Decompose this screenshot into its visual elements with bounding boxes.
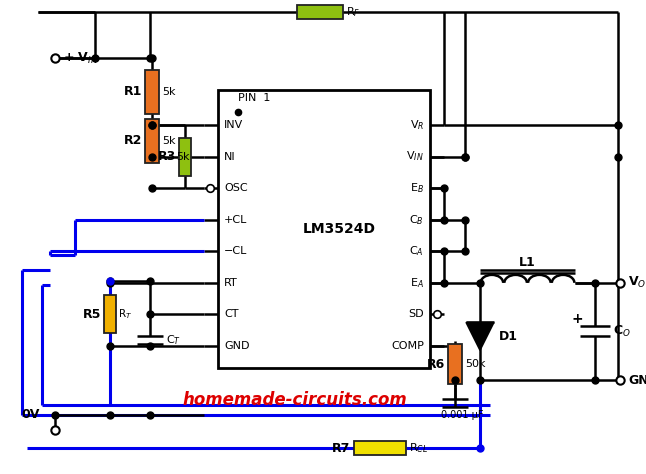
Bar: [179, 137, 191, 175]
Text: 50k: 50k: [465, 359, 486, 369]
Text: 0.001 μF: 0.001 μF: [441, 410, 483, 420]
Text: R5: R5: [83, 308, 101, 321]
Text: R3: R3: [158, 150, 176, 163]
Text: R7: R7: [331, 441, 350, 455]
Text: 5k: 5k: [162, 136, 176, 146]
Text: R4: R4: [275, 0, 293, 3]
Text: RT: RT: [224, 278, 238, 288]
Text: R1: R1: [123, 85, 142, 98]
Bar: [448, 344, 462, 384]
Text: 5k: 5k: [162, 86, 176, 97]
Bar: [354, 441, 406, 455]
Bar: [145, 119, 159, 163]
Bar: [297, 5, 343, 19]
Text: LM3524D: LM3524D: [302, 222, 375, 236]
Text: + V$_{IN}$: + V$_{IN}$: [63, 50, 99, 65]
Polygon shape: [466, 322, 494, 350]
Text: C$_O$: C$_O$: [613, 324, 631, 339]
Text: COMP: COMP: [391, 341, 424, 351]
Text: C$_A$: C$_A$: [410, 245, 424, 258]
Text: 5k: 5k: [176, 152, 189, 162]
Text: CT: CT: [224, 310, 238, 319]
Text: NI: NI: [224, 152, 236, 162]
Text: V$_{IN}$: V$_{IN}$: [406, 150, 424, 164]
Text: PIN  1: PIN 1: [238, 93, 271, 103]
Text: R$_{CL}$: R$_{CL}$: [409, 441, 428, 455]
Bar: [104, 295, 116, 333]
Text: R$_F$: R$_F$: [346, 5, 360, 19]
Text: V$_O$: V$_O$: [628, 275, 646, 291]
Text: R2: R2: [123, 134, 142, 147]
Text: +CL: +CL: [224, 215, 247, 225]
Text: L1: L1: [519, 256, 536, 269]
Text: D1: D1: [499, 330, 518, 343]
Text: E$_B$: E$_B$: [410, 181, 424, 195]
Text: GND: GND: [628, 374, 646, 386]
Text: homemade-circuits.com: homemade-circuits.com: [183, 391, 408, 409]
Text: OSC: OSC: [224, 183, 247, 193]
Text: −CL: −CL: [224, 246, 247, 256]
Bar: [218, 90, 430, 368]
Text: INV: INV: [224, 120, 244, 130]
Text: GND: GND: [224, 341, 249, 351]
Text: E$_A$: E$_A$: [410, 276, 424, 290]
Text: V$_R$: V$_R$: [410, 118, 424, 132]
Text: R$_T$: R$_T$: [118, 308, 132, 321]
Text: 0V: 0V: [21, 409, 40, 421]
Text: +: +: [571, 312, 583, 327]
Text: C$_T$: C$_T$: [166, 334, 181, 347]
Text: R6: R6: [427, 357, 445, 371]
Text: SD: SD: [408, 310, 424, 319]
Text: C$_B$: C$_B$: [410, 213, 424, 227]
Bar: [145, 70, 159, 113]
